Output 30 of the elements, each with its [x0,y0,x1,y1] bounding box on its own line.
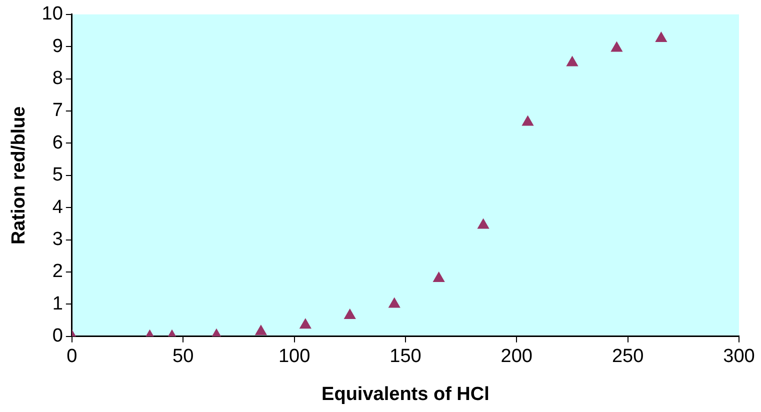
x-tick-label: 200 [500,346,532,368]
point [611,42,622,52]
x-tick-label: 300 [723,346,755,368]
y-tick-label: 7 [52,100,63,122]
y-tick-label: 10 [42,4,63,25]
point [433,272,445,282]
point [655,32,667,42]
y-tick-label: 1 [52,293,63,314]
y-tick-label: 2 [52,261,63,282]
x-tick-label: 150 [390,346,422,368]
x-tick-label: 0 [66,346,78,368]
point [388,298,400,308]
y-axis-title: Ration red/blue [8,106,30,245]
point [566,56,578,66]
x-tick-label: 250 [612,346,644,368]
y-tick-label: 6 [52,132,63,154]
point [255,325,267,336]
x-tick-label: 100 [278,346,310,368]
y-tick-label: 4 [52,196,64,218]
point [344,308,356,319]
x-axis-title: Equivalents of HCl [322,384,490,405]
y-tick-label: 5 [52,164,63,186]
point [300,318,312,329]
point [522,116,534,126]
x-tick-label: 50 [172,346,194,368]
y-tick-label: 9 [52,36,63,57]
y-tick-label: 3 [52,229,63,250]
y-tick-label: 8 [52,68,63,90]
point [478,218,489,229]
y-tick-label: 0 [52,326,63,347]
